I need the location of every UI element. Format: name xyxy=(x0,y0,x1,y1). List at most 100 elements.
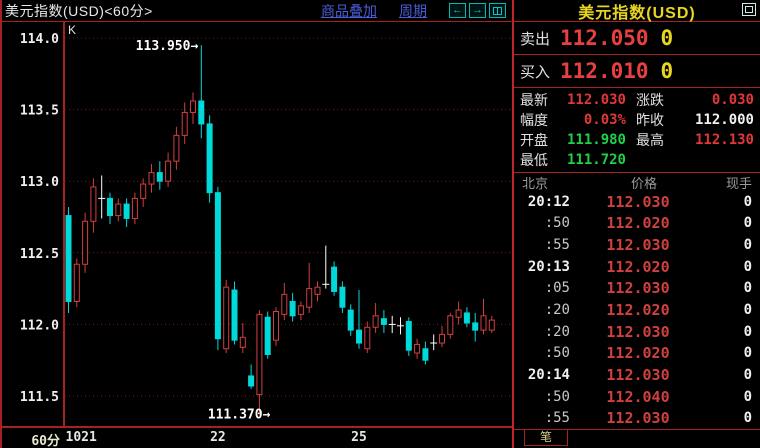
tick-price: 112.030 xyxy=(606,409,670,428)
candle-down xyxy=(107,197,113,217)
candle-up xyxy=(314,286,321,295)
candle-up xyxy=(239,336,246,348)
price-annotation: 113.950→ xyxy=(136,39,199,54)
candle-down xyxy=(248,375,255,387)
stat-value-change: 0.030 xyxy=(711,92,754,108)
tick-time: :55 xyxy=(544,410,570,427)
tick-row: 20:14 112.030 0 xyxy=(514,364,760,386)
candle-up xyxy=(73,263,80,302)
split-window-icon[interactable] xyxy=(489,3,506,18)
candle-down xyxy=(231,289,238,341)
prev-arrow-icon[interactable]: ← xyxy=(449,3,466,18)
tick-row: :50 112.020 0 xyxy=(514,213,760,235)
tick-price: 112.020 xyxy=(606,301,670,320)
stat-label-high: 最高 xyxy=(636,132,664,148)
candle-up xyxy=(297,305,304,315)
tick-price: 112.030 xyxy=(606,279,670,298)
candle-up xyxy=(281,293,288,315)
tick-price: 112.040 xyxy=(606,387,670,406)
next-arrow-icon[interactable]: → xyxy=(469,3,486,18)
candle-down xyxy=(463,312,470,324)
candle-down xyxy=(123,203,130,219)
candle-up xyxy=(148,172,155,185)
period-link[interactable]: 周期 xyxy=(399,2,427,19)
y-tick-label: 113.5 xyxy=(20,104,59,119)
candle-up xyxy=(364,326,371,350)
tick-row: :55 112.030 0 xyxy=(514,407,760,429)
buy-quote-row: 买入 112.010 0 xyxy=(514,55,760,88)
overlay-link[interactable]: 商品叠加 xyxy=(321,2,377,19)
tick-time: 20:12 xyxy=(527,193,570,210)
x-tick-label: 1021 xyxy=(65,430,97,445)
chart-title: 美元指数(USD)<60分> xyxy=(5,2,153,19)
stats-grid: 最新 112.030 涨跌 0.030 幅度 0.03% 昨收 112.000 … xyxy=(514,88,760,173)
tick-volume: 0 xyxy=(743,302,752,319)
tick-price: 112.030 xyxy=(606,322,670,341)
stat-value-last: 112.030 xyxy=(566,92,626,108)
stat-label-low: 最低 xyxy=(520,152,548,168)
tick-row: :50 112.040 0 xyxy=(514,386,760,408)
tick-time: :50 xyxy=(544,345,570,362)
indicator-label: K xyxy=(68,23,76,37)
x-axis: 60分 1021 22 25 xyxy=(2,428,512,448)
candle-up xyxy=(173,134,180,162)
candle-up xyxy=(165,160,172,182)
candle-up xyxy=(488,319,495,331)
stat-value-open: 111.980 xyxy=(566,132,626,148)
candle-down xyxy=(214,192,221,340)
candlestick-chart[interactable]: 114.0 113.5 113.0 112.5 112.0 111.5 K 113.950→ 1… xyxy=(2,22,512,428)
candle-up xyxy=(190,100,196,113)
candle-up xyxy=(439,333,445,344)
tick-volume: 0 xyxy=(743,258,752,275)
candle-up xyxy=(273,311,279,341)
tab-tick[interactable]: 笔 xyxy=(524,430,568,446)
tick-price: 112.030 xyxy=(606,365,670,384)
stat-label-change: 涨跌 xyxy=(636,92,664,108)
candle-up xyxy=(372,315,379,328)
candle-down xyxy=(472,322,479,331)
quote-panel: 美元指数(USD) 卖出 112.050 0 买入 112.010 0 最新 1… xyxy=(512,0,760,448)
y-tick-label: 113.0 xyxy=(20,175,59,190)
candle-up xyxy=(131,197,138,219)
stat-empty-cell xyxy=(636,150,676,170)
candle-down xyxy=(405,321,412,351)
stat-value-range: 0.03% xyxy=(583,112,626,128)
tick-price: 112.020 xyxy=(606,344,670,363)
col-header-price: 价格 xyxy=(630,175,657,191)
candle-up xyxy=(181,111,188,136)
candle-down xyxy=(65,215,72,302)
candle-up xyxy=(115,203,122,217)
tick-row: :20 112.030 0 xyxy=(514,321,760,343)
stat-label-last: 最新 xyxy=(520,92,548,108)
tick-price: 112.020 xyxy=(606,214,670,233)
tick-price: 112.020 xyxy=(606,257,670,276)
candle-down xyxy=(206,123,213,194)
candle-down xyxy=(339,286,346,308)
candle-up xyxy=(82,220,89,265)
tick-volume: 0 xyxy=(743,366,752,383)
candle-up xyxy=(306,288,313,308)
y-tick-label: 111.5 xyxy=(20,390,59,405)
tick-time: :55 xyxy=(544,237,570,254)
tick-volume: 0 xyxy=(743,237,752,254)
candle-up xyxy=(223,286,230,350)
tick-table-rows: 20:12 112.030 0:50 112.020 0:55 112.030 0 20:13… xyxy=(514,191,760,429)
buy-price: 112.010 xyxy=(560,59,649,83)
tick-volume: 0 xyxy=(743,388,752,405)
candle-up xyxy=(414,343,421,354)
restore-window-icon[interactable] xyxy=(742,3,756,16)
tick-row: :20 112.020 0 xyxy=(514,299,760,321)
price-annotation: 111.370→ xyxy=(208,408,271,423)
tick-time: 20:14 xyxy=(527,366,570,383)
candle-down xyxy=(380,318,387,325)
tick-table-header: 北京 价格 现手 xyxy=(514,173,760,191)
y-tick-label: 112.0 xyxy=(20,318,59,333)
col-header-volume: 现手 xyxy=(725,175,752,191)
instrument-title: 美元指数(USD) xyxy=(578,4,696,22)
candle-down xyxy=(331,266,338,292)
x-tick-label: 22 xyxy=(210,430,226,445)
chart-toolbar: 美元指数(USD)<60分> 商品叠加 周期 ← → xyxy=(2,0,512,22)
stat-label-prevclose: 昨收 xyxy=(636,112,664,128)
stat-empty-cell xyxy=(676,150,756,170)
